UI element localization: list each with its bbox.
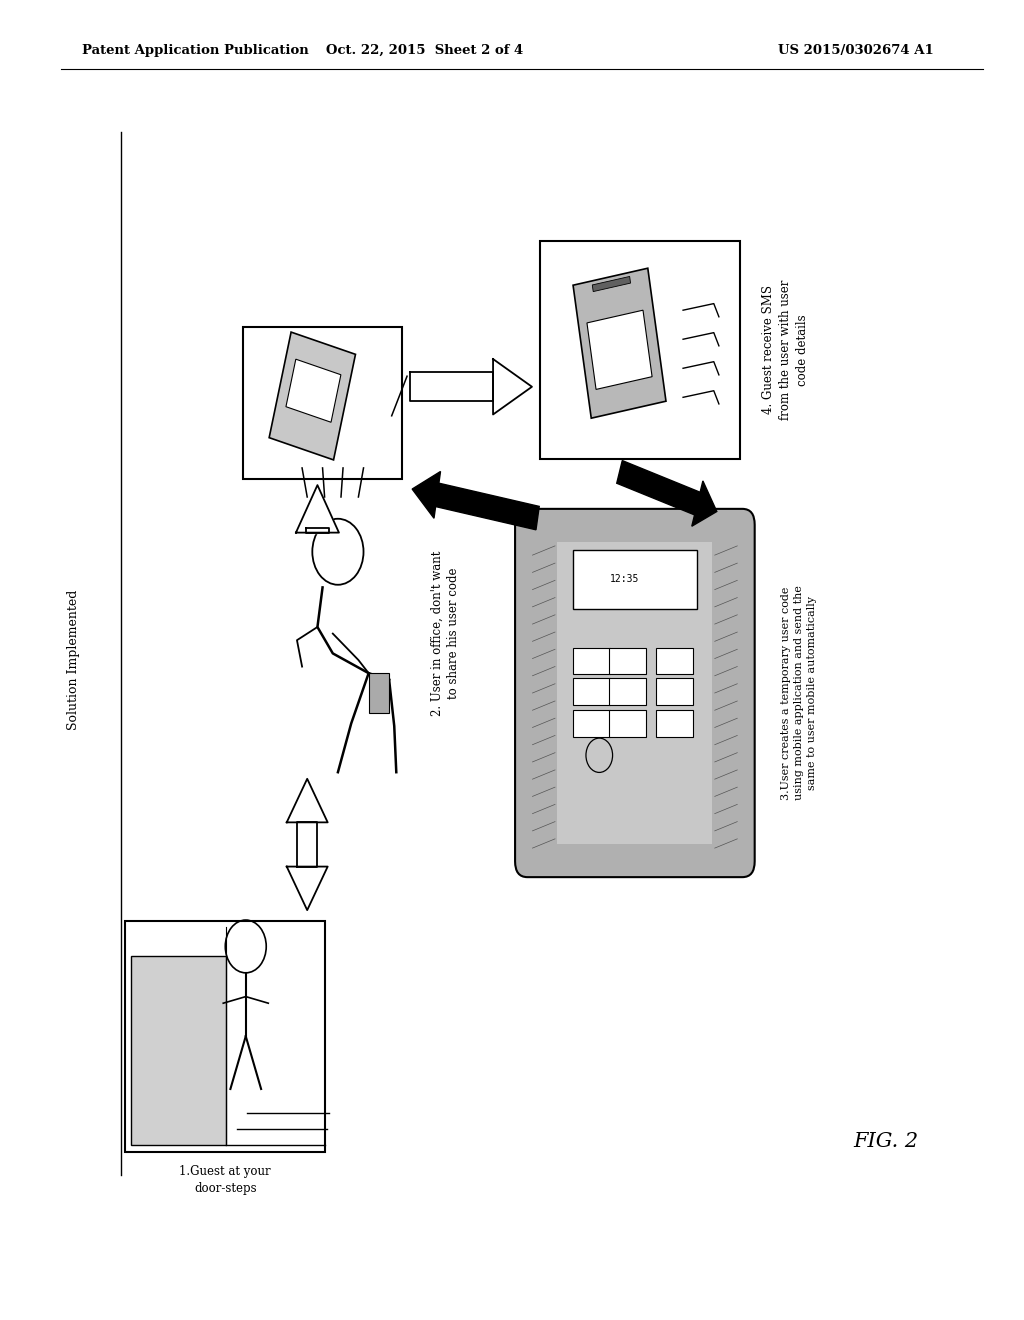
Bar — [573, 678, 610, 705]
Text: Solution Implemented: Solution Implemented — [68, 590, 80, 730]
Text: FIG. 2: FIG. 2 — [853, 1133, 919, 1151]
Text: 3.User creates a temporary user code
using mobile application and send the
same : 3.User creates a temporary user code usi… — [780, 586, 817, 800]
Text: 12:35: 12:35 — [610, 574, 639, 585]
Bar — [125, 921, 326, 1151]
Polygon shape — [435, 483, 540, 529]
Polygon shape — [296, 486, 339, 533]
Bar — [541, 242, 739, 459]
Polygon shape — [573, 268, 666, 418]
Bar — [573, 648, 610, 675]
Text: US 2015/0302674 A1: US 2015/0302674 A1 — [778, 44, 934, 57]
Bar — [655, 678, 693, 705]
Polygon shape — [616, 461, 700, 515]
Polygon shape — [692, 480, 717, 527]
Polygon shape — [286, 359, 341, 422]
FancyBboxPatch shape — [515, 508, 755, 878]
Polygon shape — [592, 276, 631, 292]
Bar — [573, 710, 610, 737]
Text: 4. Guest receive SMS
from the user with user
code details: 4. Guest receive SMS from the user with … — [763, 280, 809, 420]
Polygon shape — [410, 372, 494, 401]
Text: 1.Guest at your
door-steps: 1.Guest at your door-steps — [179, 1164, 271, 1195]
Text: 2. User in office, don't want
to share his user code: 2. User in office, don't want to share h… — [430, 550, 461, 717]
Polygon shape — [269, 333, 355, 459]
Bar — [557, 541, 713, 845]
Polygon shape — [587, 310, 652, 389]
Text: Patent Application Publication: Patent Application Publication — [82, 44, 308, 57]
Bar — [608, 710, 646, 737]
Polygon shape — [297, 822, 317, 866]
Bar — [369, 673, 389, 713]
Polygon shape — [287, 866, 328, 911]
Text: Oct. 22, 2015  Sheet 2 of 4: Oct. 22, 2015 Sheet 2 of 4 — [327, 44, 523, 57]
Bar — [608, 648, 646, 675]
Bar — [608, 678, 646, 705]
Bar — [655, 648, 693, 675]
Bar — [244, 327, 401, 479]
Bar — [131, 956, 226, 1144]
Bar — [573, 550, 696, 609]
Polygon shape — [287, 779, 328, 822]
Bar — [655, 710, 693, 737]
Polygon shape — [494, 359, 532, 414]
Polygon shape — [306, 528, 329, 533]
Polygon shape — [412, 471, 440, 519]
